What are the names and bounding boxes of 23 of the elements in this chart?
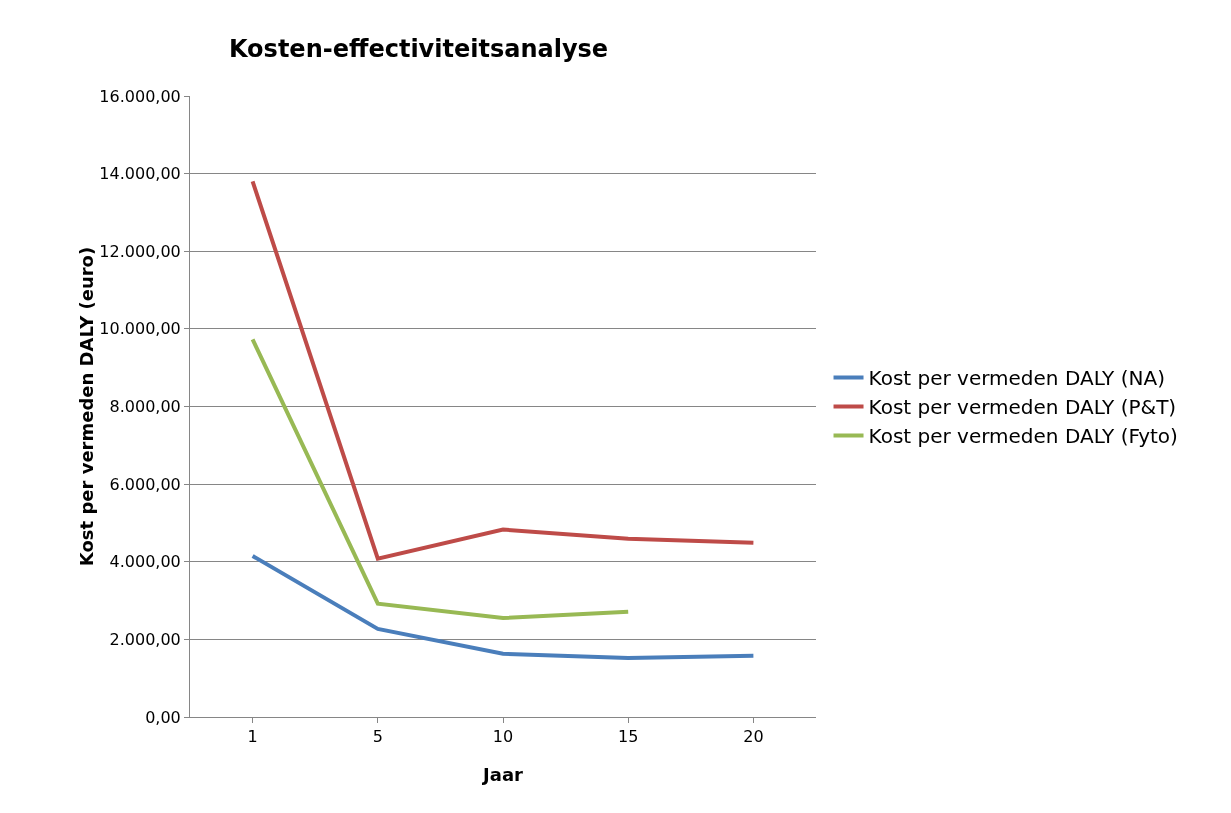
y-tick-label: 14.000,00 [99,164,181,184]
x-axis-title: Jaar [481,764,524,785]
y-tick-label: 10.000,00 [99,319,181,339]
chart-title: Kosten-effectiviteitsanalyse [228,35,609,64]
y-tick-label: 12.000,00 [99,241,181,261]
line-series [250,179,756,561]
x-tick-label: 20 [743,727,764,747]
y-tick-label: 8.000,00 [109,397,181,417]
x-tick-label: 10 [492,727,514,747]
y-tick-label: 0,00 [145,707,181,727]
x-tick-label: 5 [372,727,383,747]
line-series [250,337,631,621]
line-series [250,553,756,661]
legend-label: Kost per vermeden DALY (Fyto) [868,424,1178,449]
legend-label: Kost per vermeden DALY (P&T) [868,395,1177,420]
y-tick-label: 16.000,00 [99,86,181,106]
y-tick-label: 6.000,00 [109,474,181,494]
y-tick-label: 2.000,00 [109,629,181,649]
legend-label: Kost per vermeden DALY (NA) [868,366,1165,391]
x-tick-label: 15 [618,727,639,747]
y-tick-label: 4.000,00 [109,552,181,572]
y-axis-title: Kost per vermeden DALY (euro) [76,246,98,567]
x-tick-label: 1 [247,727,258,747]
